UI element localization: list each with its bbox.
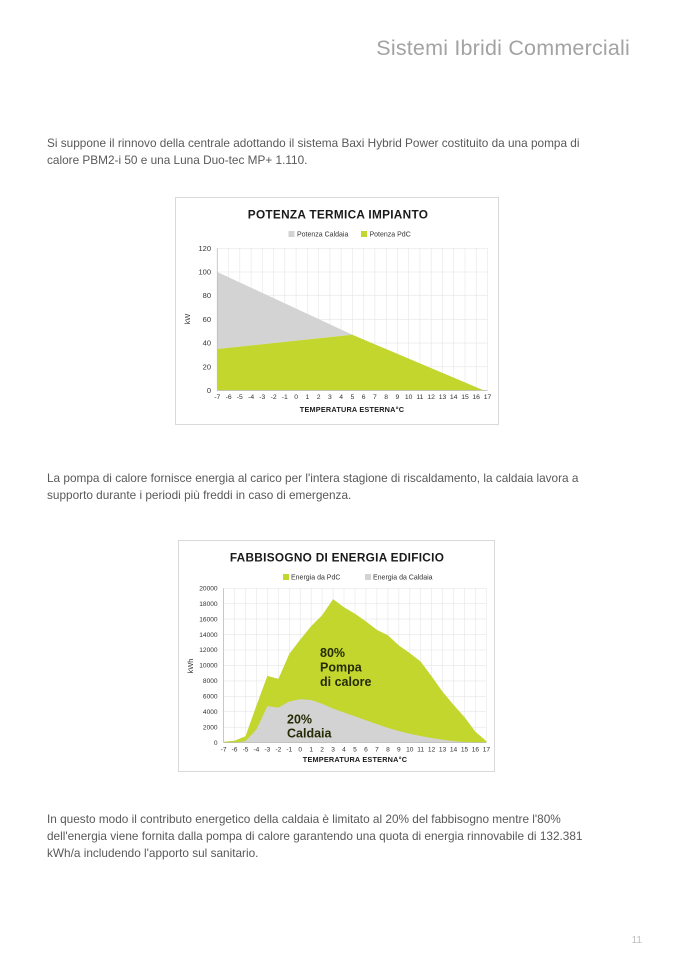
svg-text:4: 4: [339, 394, 343, 401]
svg-text:12: 12: [427, 394, 435, 401]
svg-text:14000: 14000: [199, 632, 218, 639]
svg-text:60: 60: [203, 315, 211, 324]
svg-text:9: 9: [396, 394, 400, 401]
svg-text:8: 8: [384, 394, 388, 401]
svg-text:100: 100: [198, 268, 211, 277]
svg-text:Energia da Caldaia: Energia da Caldaia: [373, 575, 433, 582]
svg-text:9: 9: [397, 747, 401, 754]
svg-text:-7: -7: [221, 747, 227, 754]
svg-text:POTENZA TERMICA IMPIANTO: POTENZA TERMICA IMPIANTO: [248, 208, 428, 222]
svg-text:-5: -5: [243, 747, 249, 754]
svg-text:Pompa: Pompa: [320, 661, 363, 675]
svg-text:0: 0: [294, 394, 298, 401]
svg-text:-2: -2: [275, 747, 281, 754]
svg-text:0: 0: [207, 386, 211, 395]
svg-text:-3: -3: [259, 394, 265, 401]
svg-text:-1: -1: [286, 747, 292, 754]
svg-text:-7: -7: [214, 394, 220, 401]
svg-text:1: 1: [309, 747, 313, 754]
svg-text:Energia da PdC: Energia da PdC: [291, 575, 340, 582]
svg-text:10000: 10000: [199, 663, 218, 670]
svg-text:17: 17: [484, 394, 492, 401]
svg-text:5: 5: [353, 747, 357, 754]
svg-text:6000: 6000: [203, 694, 218, 701]
svg-text:20: 20: [203, 362, 211, 371]
svg-text:4: 4: [342, 747, 346, 754]
svg-text:15: 15: [461, 747, 469, 754]
svg-text:di calore: di calore: [320, 675, 371, 689]
svg-text:3: 3: [328, 394, 332, 401]
svg-text:-5: -5: [237, 394, 243, 401]
svg-text:20%: 20%: [287, 713, 312, 727]
svg-text:0: 0: [214, 740, 218, 747]
svg-text:10: 10: [405, 394, 413, 401]
svg-text:Caldaia: Caldaia: [287, 727, 333, 741]
svg-text:16000: 16000: [199, 616, 218, 623]
svg-text:2: 2: [320, 747, 324, 754]
svg-text:-1: -1: [282, 394, 288, 401]
svg-text:80%: 80%: [320, 646, 345, 660]
svg-text:6: 6: [364, 747, 368, 754]
svg-text:15: 15: [461, 394, 469, 401]
svg-text:kW: kW: [183, 314, 192, 325]
svg-text:-3: -3: [264, 747, 270, 754]
svg-text:8: 8: [386, 747, 390, 754]
svg-text:6: 6: [362, 394, 366, 401]
svg-text:0: 0: [298, 747, 302, 754]
svg-text:40: 40: [203, 339, 211, 348]
svg-text:4000: 4000: [203, 709, 218, 716]
svg-text:TEMPERATURA ESTERNA°C: TEMPERATURA ESTERNA°C: [303, 755, 408, 764]
svg-text:14: 14: [450, 747, 458, 754]
svg-text:-4: -4: [253, 747, 259, 754]
svg-text:16: 16: [472, 394, 480, 401]
svg-text:-4: -4: [248, 394, 254, 401]
svg-text:-6: -6: [232, 747, 238, 754]
svg-text:FABBISOGNO DI ENERGIA EDIFICIO: FABBISOGNO DI ENERGIA EDIFICIO: [230, 551, 444, 565]
svg-text:3: 3: [331, 747, 335, 754]
svg-text:kWh: kWh: [186, 659, 195, 674]
svg-text:2000: 2000: [203, 724, 218, 731]
svg-text:8000: 8000: [203, 678, 218, 685]
svg-text:2: 2: [317, 394, 321, 401]
svg-text:17: 17: [483, 747, 491, 754]
svg-text:-6: -6: [226, 394, 232, 401]
svg-text:12000: 12000: [199, 647, 218, 654]
svg-text:16: 16: [472, 747, 480, 754]
svg-text:10: 10: [406, 747, 414, 754]
svg-text:12: 12: [428, 747, 436, 754]
svg-text:5: 5: [351, 394, 355, 401]
svg-text:80: 80: [203, 291, 211, 300]
svg-text:11: 11: [416, 394, 423, 401]
svg-text:13: 13: [439, 394, 447, 401]
svg-text:14: 14: [450, 394, 458, 401]
svg-text:20000: 20000: [199, 586, 218, 593]
svg-text:7: 7: [375, 747, 379, 754]
svg-text:1: 1: [306, 394, 310, 401]
svg-text:7: 7: [373, 394, 377, 401]
svg-text:Potenza PdC: Potenza PdC: [370, 232, 411, 239]
svg-text:13: 13: [439, 747, 447, 754]
svg-text:120: 120: [198, 244, 211, 253]
svg-text:11: 11: [417, 747, 424, 754]
svg-text:-2: -2: [271, 394, 277, 401]
svg-text:TEMPERATURA ESTERNA°C: TEMPERATURA ESTERNA°C: [300, 405, 405, 414]
svg-text:18000: 18000: [199, 601, 218, 608]
svg-text:Potenza Caldaia: Potenza Caldaia: [297, 232, 348, 239]
